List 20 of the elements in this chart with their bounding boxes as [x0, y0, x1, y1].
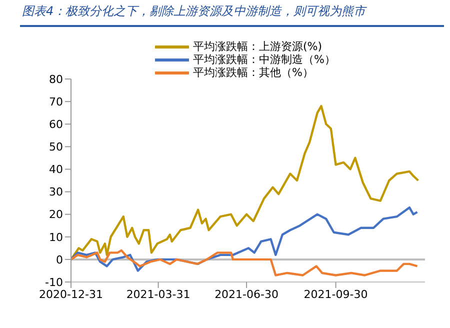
- y-tick-label: 40: [49, 163, 63, 176]
- line-series: [71, 249, 418, 276]
- legend-label: 平均涨跌幅：中游制造（%）: [193, 53, 336, 66]
- y-tick-label: -10: [45, 276, 63, 289]
- y-tick-label: 80: [49, 72, 63, 86]
- chart-title: 图表4：极致分化之下，剔除上游资源及中游制造，则可视为熊市: [22, 3, 368, 20]
- y-tick-label: 50: [49, 140, 63, 154]
- legend-label: 平均涨跌幅：上游资源(%): [193, 40, 322, 53]
- y-tick-label: 70: [49, 95, 63, 108]
- x-tick-label: 2021-06-30: [214, 288, 279, 301]
- y-tick-label: 10: [49, 230, 63, 244]
- x-tick-label: 2021-09-30: [304, 288, 368, 301]
- y-tick-label: 0: [56, 253, 63, 266]
- legend-label: 平均涨跌幅：其他（%）: [193, 66, 314, 79]
- line-series: [71, 206, 418, 272]
- y-tick-label: 60: [49, 118, 63, 132]
- x-tick-label: 2020-12-31: [39, 288, 103, 301]
- y-tick-label: 20: [49, 208, 63, 222]
- y-tick-label: 30: [49, 186, 63, 199]
- x-tick-label: 2021-03-31: [126, 288, 190, 301]
